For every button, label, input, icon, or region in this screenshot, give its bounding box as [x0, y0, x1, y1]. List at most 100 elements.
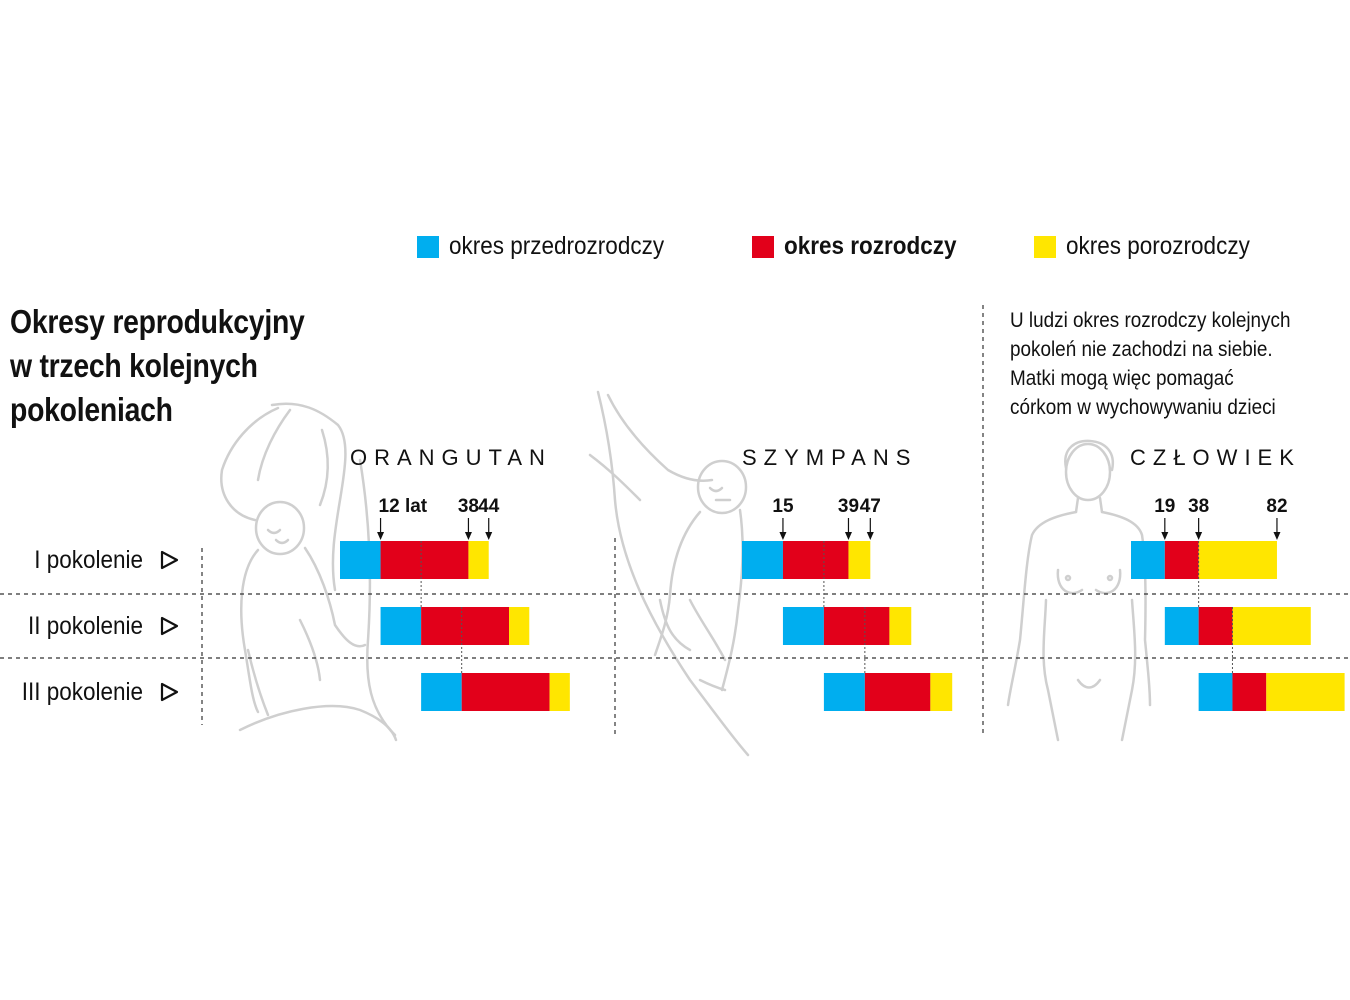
row-label: III pokolenie [22, 678, 143, 706]
bar-orangutan-gen-1 [340, 541, 489, 579]
age-marker-czlowiek-1: 19 [1154, 496, 1175, 540]
bar-segment-repro [1164, 541, 1199, 579]
triangle-arrow-icon [160, 550, 179, 570]
bar-segment-post [848, 541, 871, 579]
bar-segment-pre [823, 673, 865, 711]
legend-item-pre: okres przedrozrodczy [417, 232, 688, 261]
legend-item-post: okres porozrodczy [1034, 232, 1270, 261]
bar-segment-pre [782, 607, 824, 645]
chart-title-line-3: pokoleniach [10, 391, 173, 428]
bar-segment-repro [461, 673, 550, 711]
age-marker-czlowiek-3: 82 [1266, 496, 1288, 540]
age-label: 15 [772, 496, 794, 517]
bar-segment-pre [380, 607, 422, 645]
bar-segment-pre [421, 673, 462, 711]
bar-segment-pre [1198, 673, 1233, 711]
species-label-czlowiek: CZŁOWIEK [1130, 445, 1301, 470]
age-marker-orangutan-3: 44 [478, 496, 500, 540]
species-labels: ORANGUTAN SZYMPANS CZŁOWIEK [350, 445, 1301, 470]
bar-czlowiek-gen-2 [1164, 607, 1311, 645]
bar-czlowiek-gen-3 [1198, 673, 1345, 711]
age-label: 82 [1266, 496, 1287, 517]
species-label-orangutan: ORANGUTAN [350, 445, 552, 470]
bar-segment-repro [1232, 673, 1267, 711]
bar-segment-post [468, 541, 489, 579]
human-note-line-4: córkom w wychowywaniu dzieci [1010, 396, 1276, 419]
age-label: 19 [1154, 496, 1175, 517]
down-arrow-head [377, 532, 385, 540]
legend-swatch-repro [752, 235, 774, 258]
human-note-line-3: Matki mogą więc pomagać [1010, 367, 1234, 390]
legend-swatch-post [1034, 235, 1056, 258]
legend: okres przedrozrodczy okres rozrodczy okr… [0, 232, 1350, 266]
human-note-line-1: U ludzi okres rozrodczy kolejnych [1010, 309, 1291, 332]
age-marker-szympans-2: 39 [838, 496, 859, 540]
bar-orangutan-gen-2 [380, 607, 530, 645]
grid-lines [0, 305, 1350, 738]
triangle-arrow-icon [160, 682, 179, 702]
bar-segment-pre [742, 541, 783, 579]
age-marker-czlowiek-2: 38 [1188, 496, 1209, 540]
bar-segment-pre [1164, 607, 1199, 645]
down-arrow-head [1161, 532, 1169, 540]
bar-segment-repro [1198, 607, 1233, 645]
down-arrow-head [844, 532, 852, 540]
row-labels: I pokolenie II pokolenie III pokolenie [22, 546, 179, 706]
human-illustration [1006, 439, 1152, 742]
bar-orangutan-gen-3 [421, 673, 570, 711]
human-note-line-2: pokoleń nie zachodzi na siebie. [1010, 338, 1273, 361]
down-arrow-head [1273, 532, 1281, 540]
age-label: 12 lat [379, 496, 428, 517]
age-marker-szympans-1: 15 [772, 496, 794, 540]
chart-title-line-2: w trzech kolejnych [10, 347, 258, 384]
bar-segment-repro [421, 607, 509, 645]
age-markers: 12 lat 38 44 15 39 47 19 38 82 [377, 496, 1288, 540]
bar-segment-post [1232, 607, 1311, 645]
bar-szympans-gen-3 [823, 673, 953, 711]
row-label: I pokolenie [34, 546, 143, 574]
age-label: 44 [478, 496, 500, 517]
human-note: U ludzi okres rozrodczy kolejnych pokole… [1010, 306, 1290, 422]
bar-segment-post [549, 673, 570, 711]
bar-segment-post [509, 607, 530, 645]
bar-czlowiek-gen-1 [1131, 541, 1277, 579]
bar-segment-pre [340, 541, 381, 579]
down-arrow-head [1195, 532, 1203, 540]
species-label-szympans: SZYMPANS [742, 445, 917, 470]
row-label: II pokolenie [28, 612, 143, 640]
down-arrow-head [464, 532, 472, 540]
bar-segment-post [930, 673, 953, 711]
triangle-arrow-icon [160, 616, 179, 636]
bar-szympans-gen-2 [782, 607, 912, 645]
chart-title-line-1: Okresy reprodukcyjny [10, 303, 305, 340]
age-label: 39 [838, 496, 859, 517]
down-arrow-head [485, 532, 493, 540]
legend-label-post: okres porozrodczy [1066, 232, 1250, 260]
chimpanzee-illustration [588, 390, 750, 757]
orangutan-illustration [220, 402, 398, 742]
age-label: 38 [458, 496, 479, 517]
legend-item-repro: okres rozrodczy [752, 232, 976, 261]
bar-szympans-gen-1 [742, 541, 871, 579]
age-marker-orangutan-1: 12 lat [377, 496, 428, 540]
bar-segment-pre [1131, 541, 1165, 579]
bar-segment-repro [864, 673, 931, 711]
legend-label-repro: okres rozrodczy [784, 232, 957, 260]
chart-title: Okresy reprodukcyjny w trzech kolejnych … [10, 300, 305, 432]
age-marker-orangutan-2: 38 [458, 496, 479, 540]
bar-segment-post [889, 607, 912, 645]
bar-segment-repro [782, 541, 849, 579]
bar-segment-repro [380, 541, 469, 579]
bar-segment-repro [823, 607, 890, 645]
legend-label-pre: okres przedrozrodczy [449, 232, 665, 260]
bars [340, 541, 1345, 711]
legend-swatch-pre [417, 235, 439, 258]
age-marker-szympans-3: 47 [860, 496, 881, 540]
age-label: 47 [860, 496, 881, 517]
bar-segment-post [1266, 673, 1345, 711]
down-arrow-head [866, 532, 874, 540]
bar-segment-post [1198, 541, 1277, 579]
age-label: 38 [1188, 496, 1209, 517]
down-arrow-head [779, 532, 787, 540]
